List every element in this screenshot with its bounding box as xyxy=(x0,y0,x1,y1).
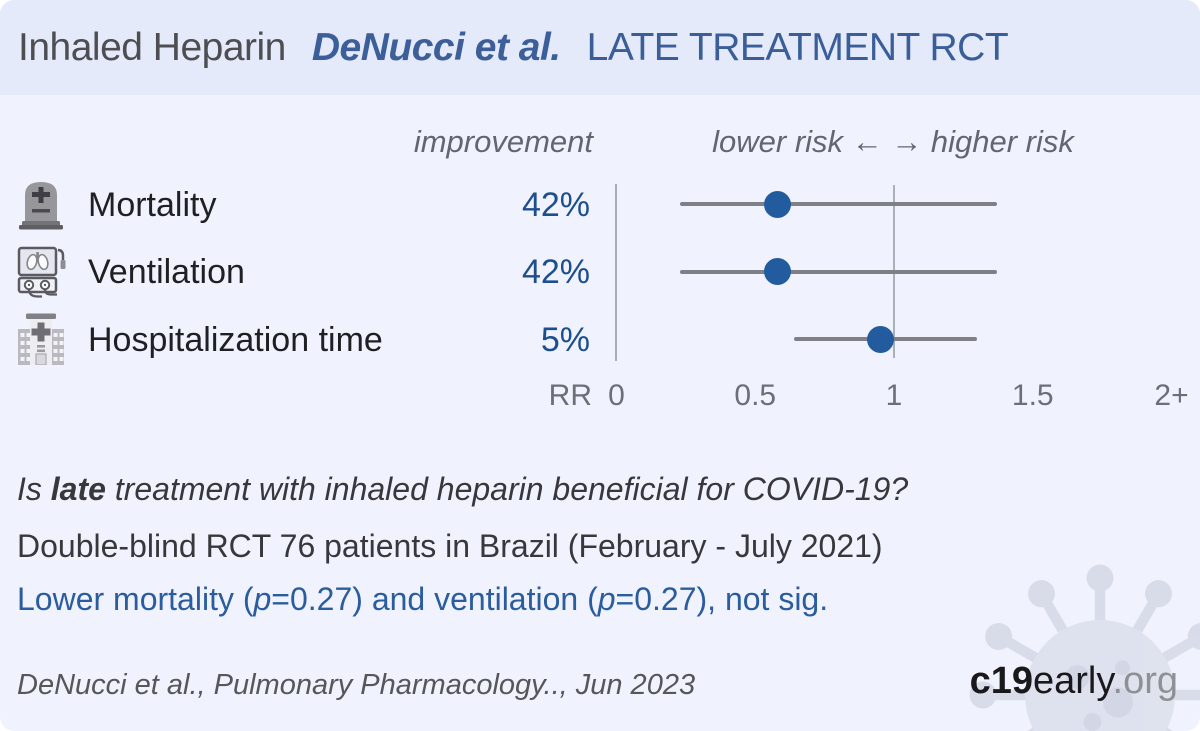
study-details-text: Double-blind RCT 76 patients in Brazil (… xyxy=(17,528,883,564)
ventilator-icon xyxy=(17,246,66,298)
hospital-icon xyxy=(18,313,64,365)
coronavirus-watermark-icon xyxy=(969,564,1200,731)
site-logo-tld: .org xyxy=(1112,660,1178,702)
axis-tick: 1.5 xyxy=(1011,379,1054,412)
axis-tick: 1 xyxy=(885,379,903,412)
improvement-value-hospitalization: 5% xyxy=(540,321,590,359)
results-text: Lower mortality (p=0.27) and ventilation… xyxy=(17,581,828,618)
treatment-title: Inhaled Heparin xyxy=(18,25,286,69)
axis-tick: 0.5 xyxy=(734,379,777,412)
results-end: =0.27), not sig. xyxy=(615,581,829,617)
outcome-label-mortality: Mortality xyxy=(88,186,217,224)
results-mid: =0.27) and ventilation ( xyxy=(271,581,598,617)
rr-axis-label: RR xyxy=(548,379,592,412)
question-bold: late xyxy=(50,471,106,507)
outcome-label-hospitalization: Hospitalization time xyxy=(88,321,383,359)
outcome-label-ventilation: Ventilation xyxy=(88,253,245,291)
effect-point-ventilation xyxy=(763,258,791,285)
effect-point-mortality xyxy=(763,190,791,218)
confidence-interval-line xyxy=(680,269,997,274)
site-logo-name: early xyxy=(1032,660,1113,702)
improvement-value-mortality: 42% xyxy=(521,186,590,224)
p-value-symbol: p xyxy=(597,581,616,617)
question-text: Is late treatment with inhaled heparin b… xyxy=(17,471,908,508)
study-author: DeNucci et al. xyxy=(311,25,561,69)
study-type-tag: LATE TREATMENT RCT xyxy=(586,25,1009,69)
risk-direction-header: lower risk ← → higher risk xyxy=(712,124,1074,159)
confidence-interval-line xyxy=(680,202,997,206)
p-value-symbol: p xyxy=(253,581,272,617)
axis-zero-line xyxy=(615,184,617,361)
citation-text: DeNucci et al., Pulmonary Pharmacology..… xyxy=(17,669,696,701)
axis-tick: 2+ xyxy=(1154,379,1189,412)
question-pre: Is xyxy=(17,471,51,507)
header-bar: Inhaled Heparin DeNucci et al. LATE TREA… xyxy=(0,0,1200,95)
site-logo: c19early.org xyxy=(970,662,1178,700)
improvement-value-ventilation: 42% xyxy=(521,253,590,291)
site-logo-bold: c19 xyxy=(969,660,1033,702)
results-pre: Lower mortality ( xyxy=(17,581,254,617)
axis-tick: 0 xyxy=(608,379,625,412)
question-post: treatment with inhaled heparin beneficia… xyxy=(105,471,909,507)
effect-point-hospitalization xyxy=(866,325,894,353)
tombstone-icon xyxy=(19,182,63,230)
improvement-column-header: improvement xyxy=(413,124,593,159)
